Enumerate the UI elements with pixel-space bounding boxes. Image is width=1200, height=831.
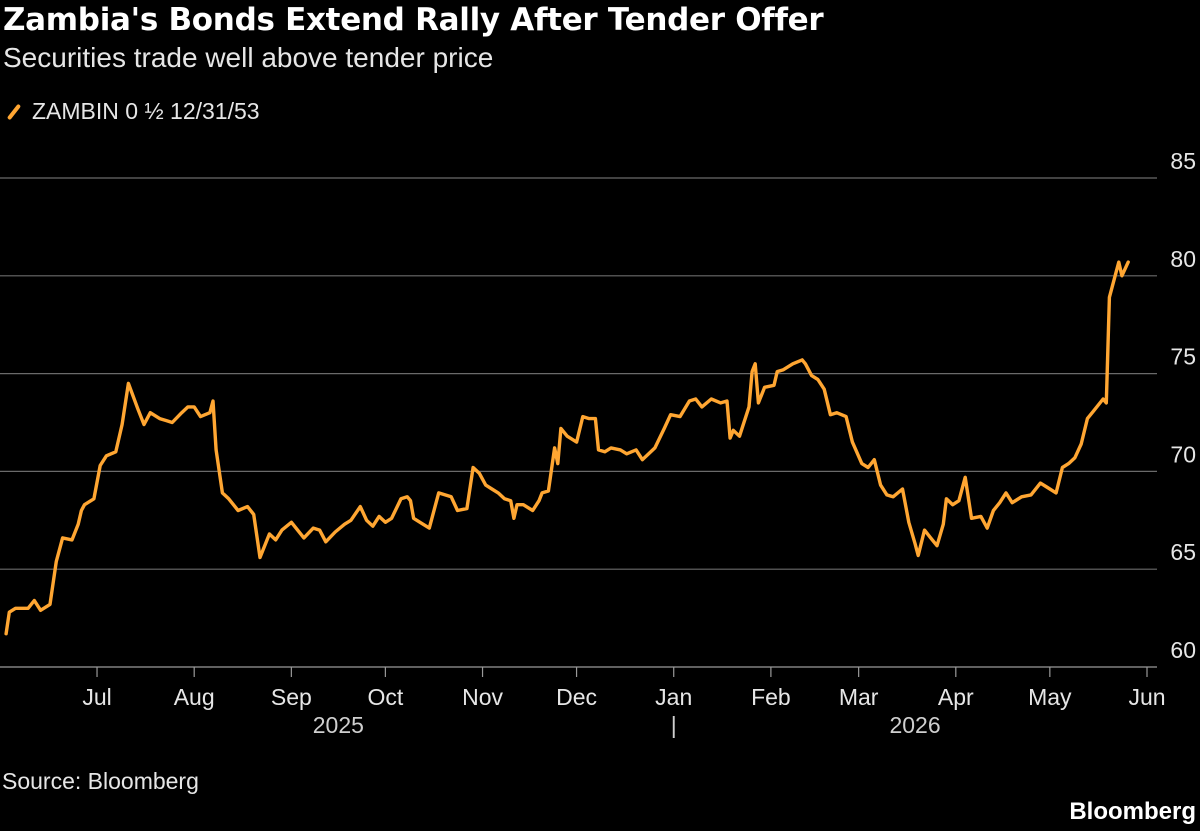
x-tick-label: May <box>1028 684 1072 710</box>
y-tick-label: 85 <box>1170 148 1196 174</box>
x-year-label: 2026 <box>889 712 940 738</box>
x-tick-label: Apr <box>938 684 974 710</box>
x-tick-label: Dec <box>556 684 597 710</box>
chart-title: Zambia's Bonds Extend Rally After Tender… <box>3 2 824 38</box>
source-note: Source: Bloomberg <box>2 768 199 794</box>
x-tick-label: Jan <box>655 684 692 710</box>
x-tick-label: Aug <box>174 684 215 710</box>
x-tick-label: Sep <box>271 684 312 710</box>
legend: ZAMBIN 0 ½ 12/31/53 <box>3 98 260 125</box>
series-line <box>4 260 1130 636</box>
chart-subtitle: Securities trade well above tender price <box>3 42 494 73</box>
x-tick-label: Oct <box>367 684 403 710</box>
x-tick-label: Jul <box>82 684 111 710</box>
x-tick-label: Mar <box>839 684 879 710</box>
legend-series-label: ZAMBIN 0 ½ 12/31/53 <box>32 98 260 124</box>
y-tick-label: 70 <box>1170 441 1196 467</box>
x-year-label: | <box>671 712 677 738</box>
y-tick-label: 80 <box>1170 246 1196 272</box>
x-tick-label: Jun <box>1128 684 1165 710</box>
y-tick-label: 65 <box>1170 539 1196 565</box>
bloomberg-logo: Bloomberg <box>1069 798 1196 825</box>
y-tick-label: 75 <box>1170 344 1196 370</box>
x-tick-label: Feb <box>751 684 791 710</box>
x-year-label: 2025 <box>313 712 364 738</box>
y-tick-label: 60 <box>1170 637 1196 663</box>
x-tick-label: Nov <box>462 684 503 710</box>
